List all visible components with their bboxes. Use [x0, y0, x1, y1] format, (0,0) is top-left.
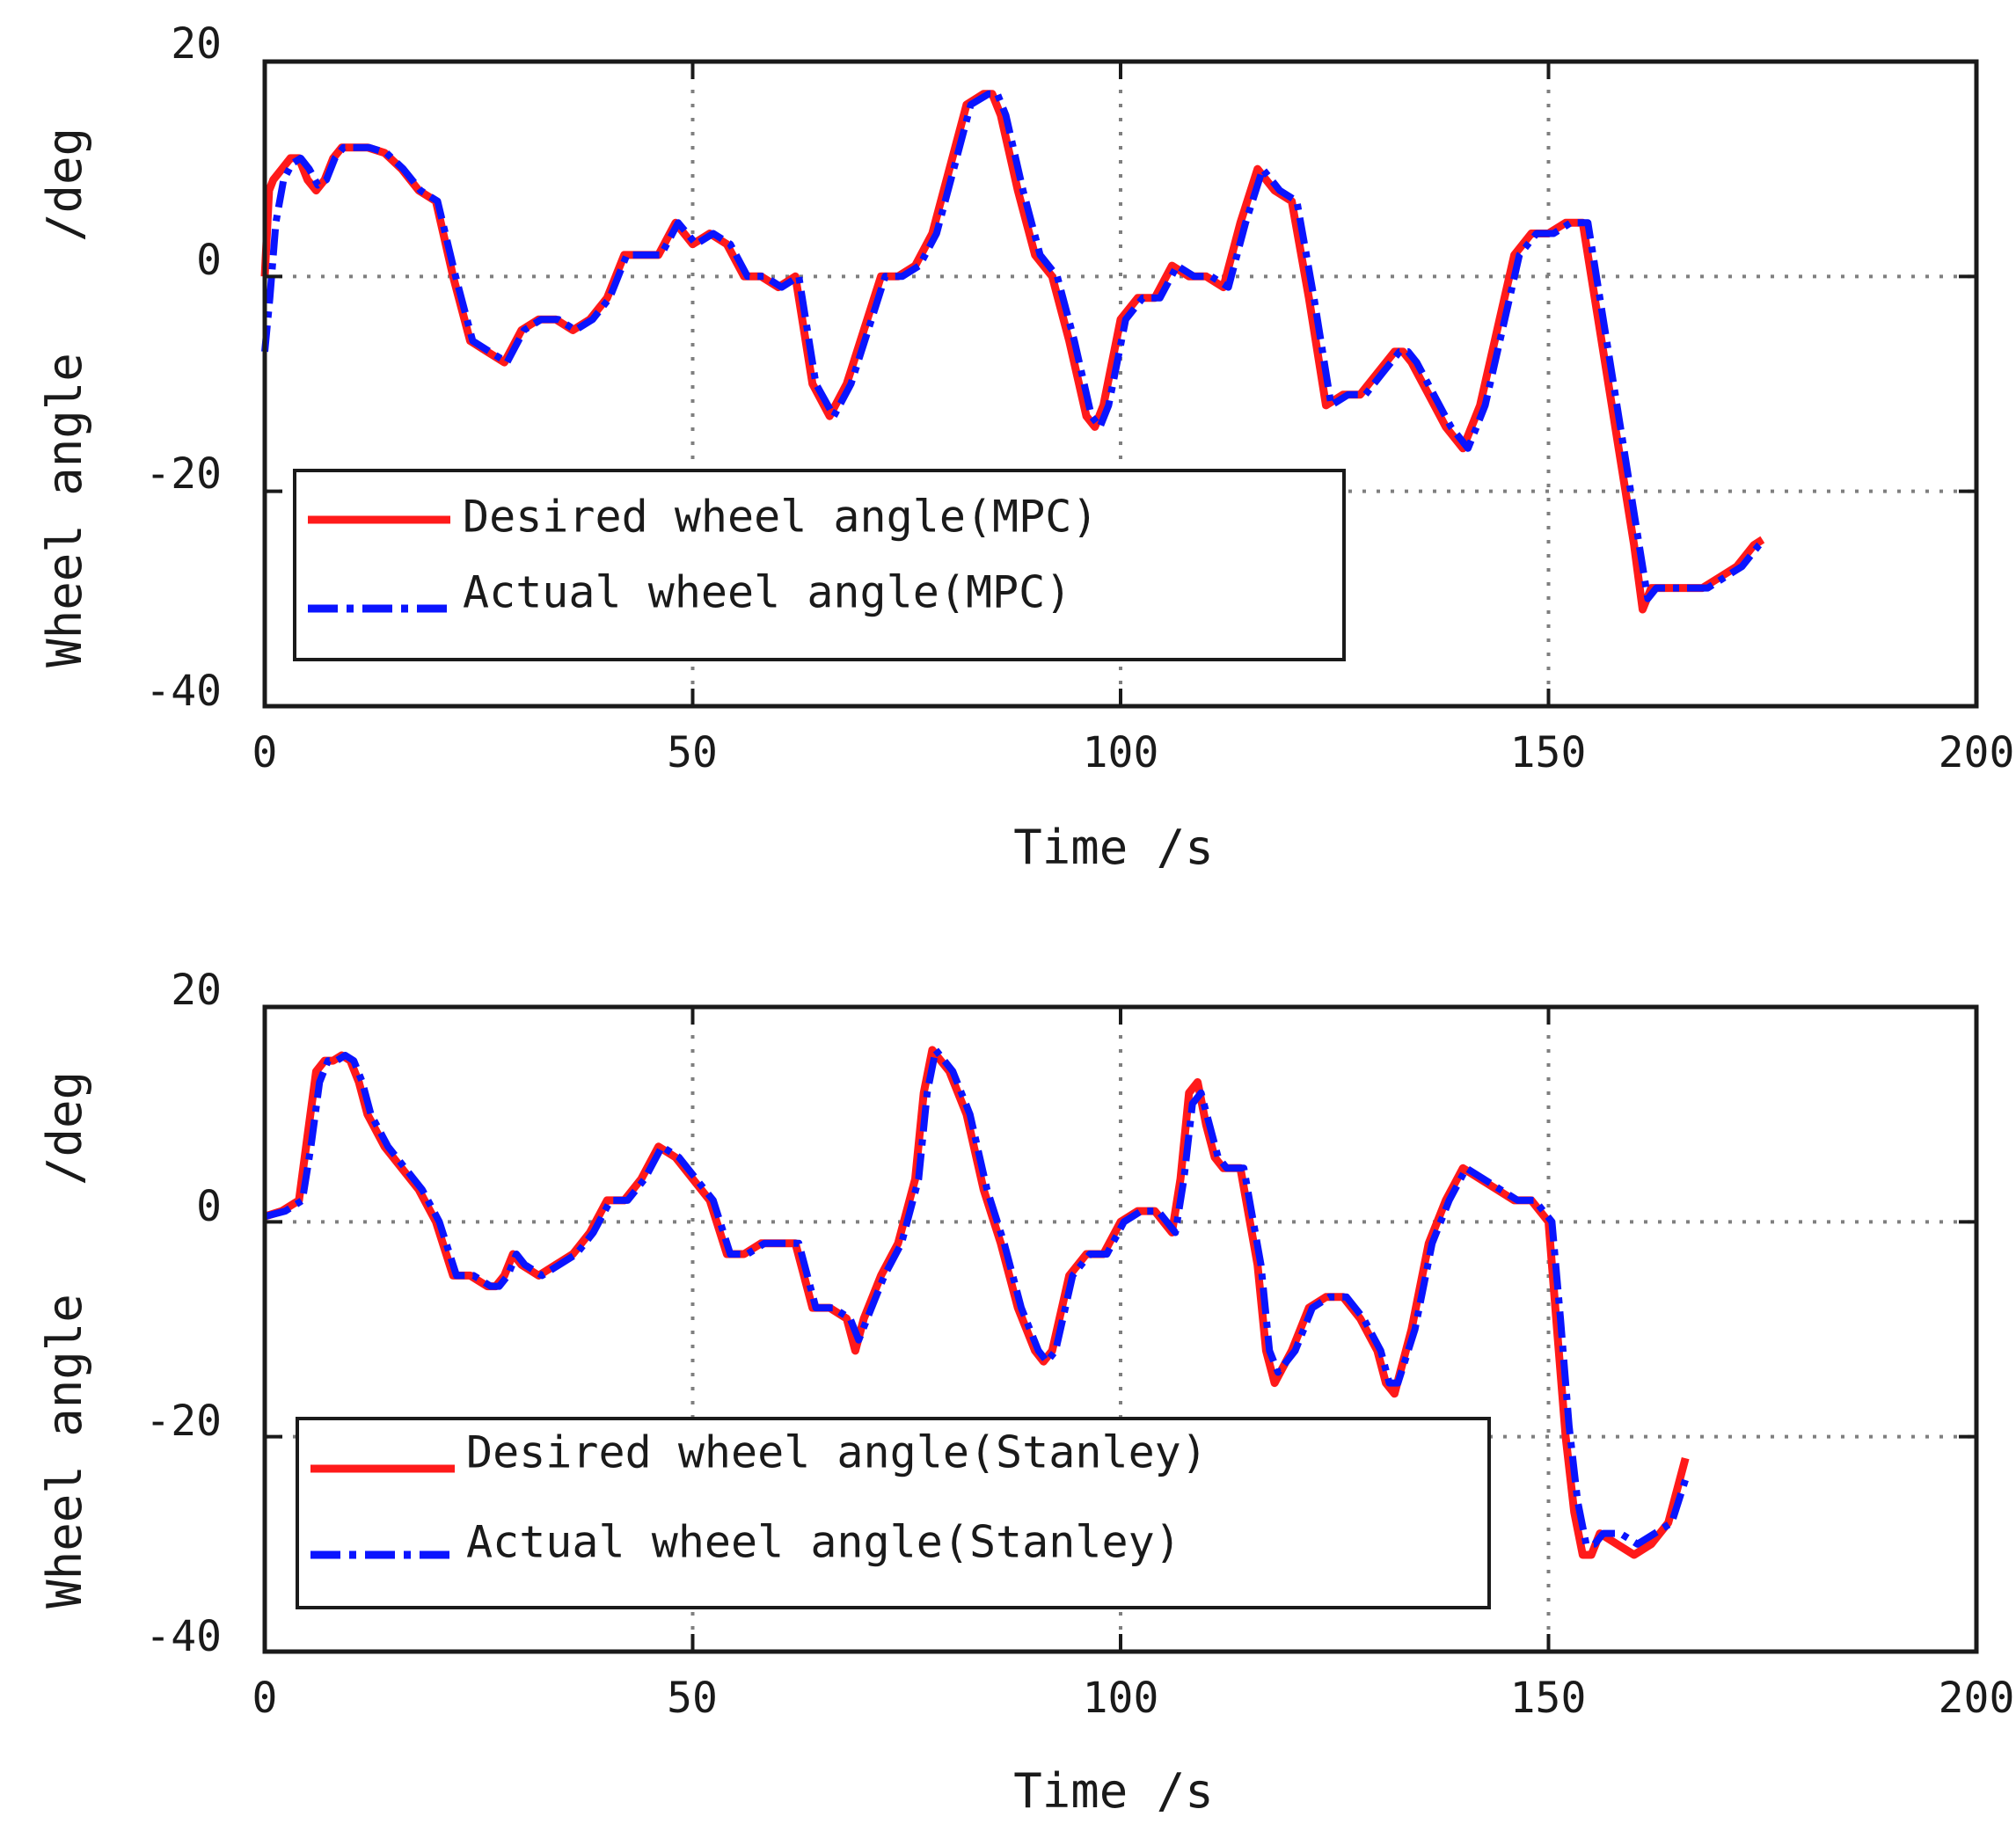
x-axis-label: Time /s: [1013, 820, 1214, 875]
legend: Desired wheel angle(Stanley) Actual whee…: [296, 1417, 1491, 1609]
plot-lines: [263, 1046, 1690, 1559]
x-axis-label: Time /s: [1013, 1763, 1214, 1819]
legend-label-desired: Desired wheel angle(Stanley): [466, 1427, 1208, 1478]
y-tick-label: 0: [196, 236, 222, 285]
legend-label-desired: Desired wheel angle(MPC): [463, 492, 1098, 543]
chart-stanley: 20 0 -20 -40 0 50 100 150 200 Time /s Wh…: [37, 966, 2014, 1819]
x-tick-label: 50: [667, 728, 718, 777]
legend-label-actual: Actual wheel angle(MPC): [463, 567, 1071, 618]
y-tick-label: 20: [171, 19, 222, 69]
y-axis-label: Wheel angle: [37, 353, 92, 667]
y-tick-label: -20: [145, 1397, 222, 1446]
tick-marks: [263, 60, 1978, 708]
x-tick-label: 0: [252, 1674, 278, 1723]
x-tick-label: 150: [1510, 728, 1587, 777]
x-tick-label: 200: [1939, 728, 2015, 777]
y-tick-label: -40: [145, 667, 222, 716]
x-tick-label: 100: [1083, 728, 1159, 777]
x-tick-label: 0: [252, 728, 278, 777]
x-tick-label: 100: [1083, 1674, 1159, 1723]
legend-box: [296, 1417, 1491, 1609]
y-tick-label: 0: [196, 1182, 222, 1231]
y-tick-label: 20: [171, 966, 222, 1015]
plot-lines: [260, 90, 1768, 614]
x-tick-label: 200: [1939, 1674, 2015, 1723]
y-tick-label: -40: [145, 1612, 222, 1661]
series-line-desired: [260, 90, 1765, 614]
y-tick-label: -20: [145, 449, 222, 499]
x-tick-label: 150: [1510, 1674, 1587, 1723]
tick-marks: [263, 1005, 1978, 1653]
y-axis-label: Wheel angle: [37, 1294, 92, 1609]
series-line-actual: [263, 1046, 1690, 1548]
legend-label-actual: Actual wheel angle(Stanley): [466, 1517, 1181, 1568]
y-axis-unit: /deg: [37, 128, 92, 242]
y-axis-unit: /deg: [37, 1071, 92, 1185]
legend: Desired wheel angle(MPC) Actual wheel an…: [293, 469, 1346, 661]
x-tick-label: 50: [667, 1674, 718, 1723]
chart-mpc: 20 0 -20 -40 0 50 100 150 200 Time /s Wh…: [37, 19, 2014, 875]
legend-box: [293, 469, 1346, 661]
